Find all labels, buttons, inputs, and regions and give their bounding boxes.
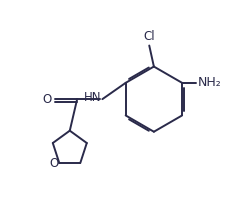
Text: O: O xyxy=(42,93,52,106)
Text: Cl: Cl xyxy=(143,30,154,43)
Text: HN: HN xyxy=(83,91,100,104)
Text: O: O xyxy=(49,157,58,170)
Text: NH₂: NH₂ xyxy=(197,76,220,89)
